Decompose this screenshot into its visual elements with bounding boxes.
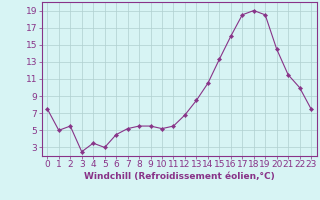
X-axis label: Windchill (Refroidissement éolien,°C): Windchill (Refroidissement éolien,°C)	[84, 172, 275, 181]
